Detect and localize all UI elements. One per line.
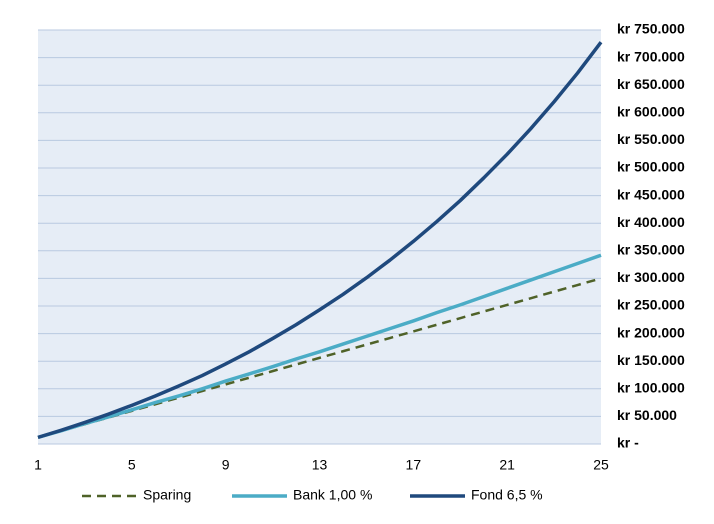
y-tick-label: kr 300.000 [617, 269, 685, 285]
x-tick-label: 13 [312, 457, 328, 473]
y-tick-label: kr 200.000 [617, 324, 685, 340]
plot-area [38, 30, 601, 444]
y-tick-label: kr 650.000 [617, 76, 685, 92]
y-tick-label: kr 50.000 [617, 407, 677, 423]
series-line [37, 253, 602, 440]
y-tick-label: kr 600.000 [617, 104, 685, 120]
y-tick-label: kr 250.000 [617, 297, 685, 313]
x-tick-label: 9 [222, 457, 230, 473]
legend-label: Fond 6,5 % [471, 487, 543, 503]
x-tick-label: 21 [499, 457, 515, 473]
legend-label: Bank 1,00 % [293, 487, 372, 503]
x-tick-label: 1 [34, 457, 42, 473]
y-tick-label: kr 750.000 [617, 21, 685, 37]
x-tick-label: 5 [128, 457, 136, 473]
y-tick-label: kr 500.000 [617, 159, 685, 175]
y-tick-label: kr 150.000 [617, 352, 685, 368]
y-tick-label: kr - [617, 435, 639, 451]
series-line [37, 41, 603, 440]
y-tick-label: kr 700.000 [617, 48, 685, 64]
y-tick-label: kr 100.000 [617, 380, 685, 396]
x-tick-label: 17 [406, 457, 422, 473]
legend-label: Sparing [143, 487, 191, 503]
x-tick-label: 25 [593, 457, 609, 473]
y-tick-label: kr 550.000 [617, 131, 685, 147]
y-tick-label: kr 450.000 [617, 186, 685, 202]
y-tick-label: kr 400.000 [617, 214, 685, 230]
y-tick-label: kr 350.000 [617, 242, 685, 258]
